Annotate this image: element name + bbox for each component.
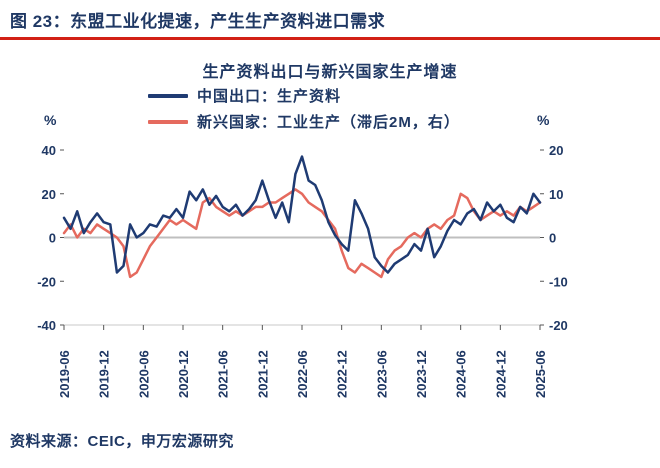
right-axis-tick-label: 10 <box>549 187 563 202</box>
source-note: 资料来源：CEIC，申万宏源研究 <box>10 433 234 450</box>
right-axis-tick-label: -10 <box>549 274 568 289</box>
x-axis-tick-label: 2020-06 <box>136 350 151 398</box>
legend-item-china-exports: 中国出口：生产资料 <box>148 85 460 106</box>
left-axis-unit: % <box>44 112 57 128</box>
left-axis-tick-label: 40 <box>42 143 56 158</box>
figure-title: 图 23：东盟工业化提速，产生生产资料进口需求 <box>10 12 386 31</box>
x-axis-tick-label: 2024-06 <box>454 350 469 398</box>
series-line-china-exports <box>62 155 542 274</box>
chart-title: 生产资料出口与新兴国家生产增速 <box>202 64 458 81</box>
x-axis-tick-label: 2023-06 <box>374 350 389 398</box>
left-axis-tick-label: 0 <box>49 231 56 246</box>
legend-label-em-production: 新兴国家：工业生产（滞后2M，右） <box>197 114 460 131</box>
x-axis-tick-label: 2021-12 <box>255 350 270 398</box>
left-axis-tick-label: -40 <box>37 318 56 333</box>
legend-swatch-blue-line <box>148 93 188 98</box>
left-axis-tick-label: 20 <box>42 187 56 202</box>
series-line-em-production <box>62 188 542 279</box>
right-axis-tick-label: 20 <box>549 143 563 158</box>
chart-plot-svg: 2019-06 2019-12 2020-06 2020-12 2021-06 2021-… <box>37 143 568 398</box>
right-axis-tick-label: 0 <box>549 231 556 246</box>
legend-label-china-exports: 中国出口：生产资料 <box>197 88 342 105</box>
left-axis-tick-label: -20 <box>37 274 56 289</box>
x-axis-tick-label: 2021-06 <box>216 350 231 398</box>
x-axis-tick-label: 2022-12 <box>335 350 350 398</box>
x-axis-tick-label: 2020-12 <box>176 350 191 398</box>
right-axis-tick-label: -20 <box>549 318 568 333</box>
title-rule <box>0 37 660 40</box>
x-axis-tick-label: 2023-12 <box>414 350 429 398</box>
chart-legend: 中国出口：生产资料 新兴国家：工业生产（滞后2M，右） <box>148 85 460 132</box>
x-axis-tick-label: 2019-12 <box>97 350 112 398</box>
right-axis-unit: % <box>537 112 550 128</box>
legend-swatch-red-line <box>148 119 188 124</box>
x-axis-tick-label: 2019-06 <box>57 350 72 398</box>
x-axis-tick-label: 2024-12 <box>493 350 508 398</box>
x-axis-tick-label: 2022-06 <box>295 350 310 398</box>
legend-item-em-production: 新兴国家：工业生产（滞后2M，右） <box>148 111 460 132</box>
x-axis-tick-label: 2025-06 <box>533 350 548 398</box>
